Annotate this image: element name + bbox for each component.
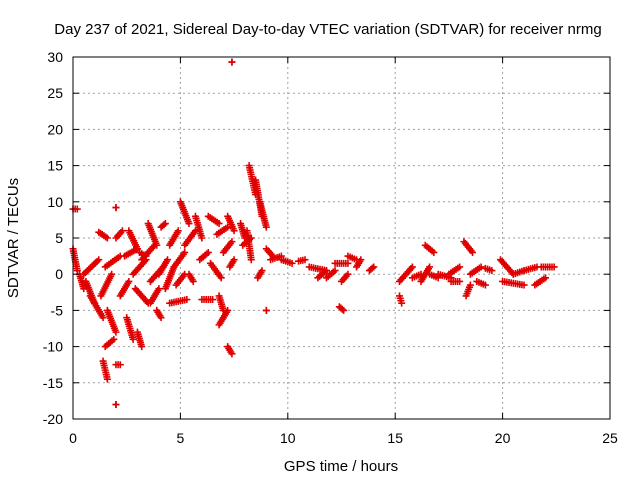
data-point [456, 277, 464, 285]
data-point [99, 314, 107, 322]
data-point [133, 245, 141, 253]
data-point [157, 314, 165, 322]
data-point [108, 270, 116, 278]
y-tick-label: 30 [47, 49, 63, 65]
data-point [112, 401, 120, 409]
data-point [198, 234, 206, 242]
data-point [112, 328, 120, 336]
data-point [73, 205, 81, 213]
y-tick-label: 25 [47, 85, 63, 101]
y-axis-label: SDTVAR / TECUs [5, 178, 22, 298]
data-point [160, 221, 168, 229]
data-point [204, 248, 212, 256]
data-point [262, 223, 270, 231]
data-point [262, 306, 270, 314]
data-point [224, 306, 232, 314]
data-point [398, 299, 406, 307]
data-point [430, 248, 438, 256]
data-point [116, 361, 124, 369]
x-tick-label: 15 [387, 430, 403, 446]
data-point [550, 263, 558, 271]
data-point [95, 256, 103, 264]
data-point [340, 306, 348, 314]
data-point [258, 267, 266, 275]
data-point [129, 335, 137, 343]
axis-ticks: 0 5 10 15 20 25 -20 -15 -10 -5 0 5 10 15 20 25 30 [43, 49, 618, 446]
data-point [103, 234, 111, 242]
data-point [215, 220, 223, 228]
data-point [228, 238, 236, 246]
y-tick-label: 0 [55, 266, 63, 282]
data-point [481, 281, 489, 289]
data-point [73, 267, 81, 275]
x-tick-label: 20 [495, 430, 511, 446]
x-tick-label: 10 [280, 430, 296, 446]
x-tick-label: 0 [69, 430, 77, 446]
data-point [230, 256, 238, 264]
data-point [247, 256, 255, 264]
data-point [357, 256, 365, 264]
y-tick-label: -5 [51, 302, 64, 318]
data-point [228, 58, 236, 66]
chart-title: Day 237 of 2021, Sidereal Day-to-day VTE… [54, 21, 601, 38]
y-tick-label: 10 [47, 194, 63, 210]
data-point [183, 296, 191, 304]
data-point [542, 274, 550, 282]
data-point [164, 256, 172, 264]
data-points [69, 58, 558, 409]
data-point [322, 267, 330, 275]
data-point [125, 277, 133, 285]
data-point [368, 264, 376, 272]
x-axis-label: GPS time / hours [284, 458, 398, 475]
data-point [288, 259, 296, 267]
data-point [466, 281, 474, 289]
data-point [103, 375, 111, 383]
data-point [520, 281, 528, 289]
data-point [408, 263, 416, 271]
data-point [189, 277, 197, 285]
grid [73, 57, 610, 419]
data-point [228, 350, 236, 358]
data-point [488, 267, 496, 275]
data-point [161, 220, 169, 228]
data-point [181, 248, 189, 256]
y-tick-label: 15 [47, 158, 63, 174]
data-point [209, 296, 217, 304]
x-tick-label: 5 [177, 430, 185, 446]
y-tick-label: -15 [43, 375, 63, 391]
data-point [118, 227, 126, 235]
data-point [338, 305, 346, 313]
data-point [344, 270, 352, 278]
data-point [477, 263, 485, 271]
y-tick-label: 5 [55, 230, 63, 246]
data-point [155, 285, 163, 293]
data-point [344, 259, 352, 267]
data-point [469, 248, 477, 256]
data-point [456, 263, 464, 271]
data-point [426, 263, 434, 271]
data-point [153, 241, 161, 249]
y-tick-label: -10 [43, 339, 63, 355]
data-point [217, 274, 225, 282]
data-point [331, 267, 339, 275]
y-tick-label: -20 [43, 411, 63, 427]
data-point [110, 335, 118, 343]
y-tick-label: 20 [47, 121, 63, 137]
data-point [138, 343, 146, 351]
data-point [185, 220, 193, 228]
data-point [230, 227, 238, 235]
data-point [301, 256, 309, 264]
data-point [370, 263, 378, 271]
data-point [174, 227, 182, 235]
data-point [112, 204, 120, 212]
x-tick-label: 25 [602, 430, 618, 446]
